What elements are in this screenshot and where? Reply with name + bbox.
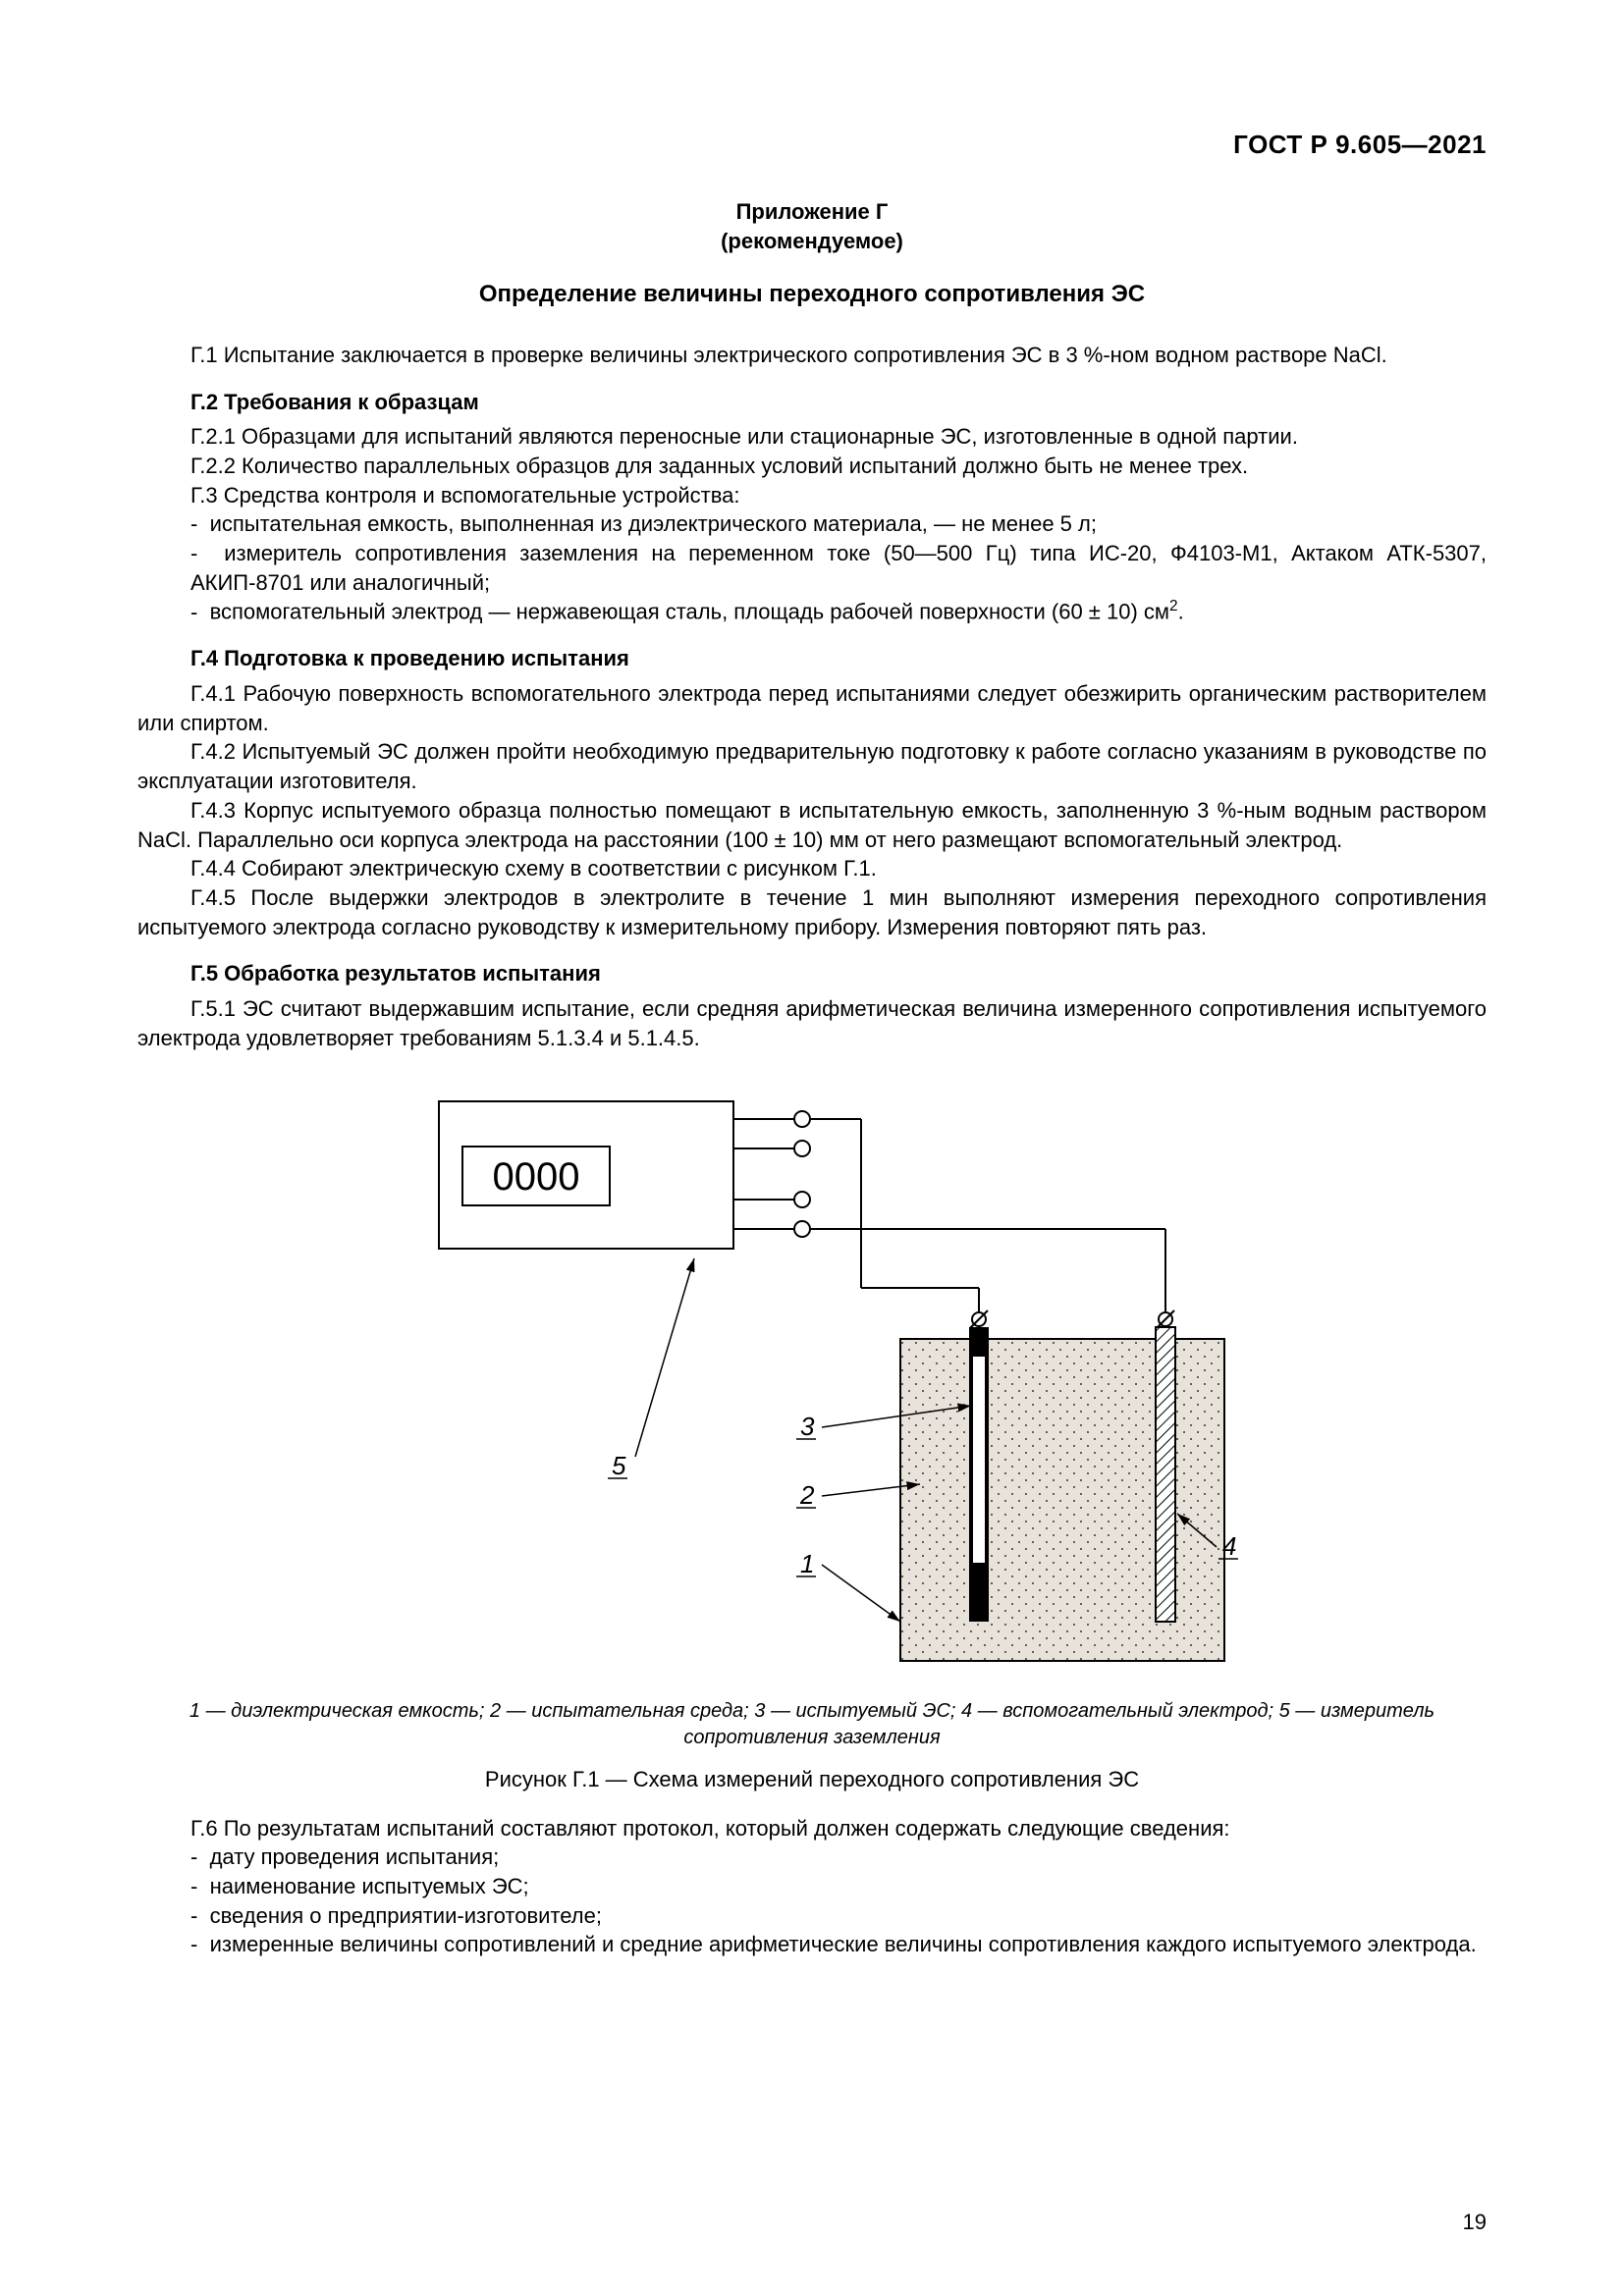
para-g4-1: Г.4.1 Рабочую поверхность вспомогательно… [137, 679, 1487, 737]
figure-diagram-svg: 0000 5 3 2 1 4 [370, 1072, 1254, 1681]
figure-caption: Рисунок Г.1 — Схема измерений переходног… [137, 1765, 1487, 1794]
g6-item-2: наименование испытуемых ЭС; [137, 1872, 1487, 1901]
doc-code: ГОСТ Р 9.605—2021 [137, 128, 1487, 162]
head-g2: Г.2 Требования к образцам [137, 388, 1487, 417]
para-g4-4: Г.4.4 Собирают электрическую схему в соо… [137, 854, 1487, 883]
g3-list: испытательная емкость, выполненная из ди… [137, 509, 1487, 626]
head-g5: Г.5 Обработка результатов испытания [137, 959, 1487, 988]
para-g4-3: Г.4.3 Корпус испытуемого образца полност… [137, 796, 1487, 854]
page-number: 19 [1463, 2208, 1487, 2237]
g6-list: дату проведения испытания; наименование … [137, 1842, 1487, 1959]
para-g5-1: Г.5.1 ЭС считают выдержавшим испытание, … [137, 994, 1487, 1052]
para-g6-lead: Г.6 По результатам испытаний составляют … [137, 1814, 1487, 1843]
g6-item-4: измеренные величины сопротивлений и сред… [137, 1930, 1487, 1959]
para-g1: Г.1 Испытание заключается в проверке вел… [137, 341, 1487, 370]
g3-item-3: вспомогательный электрод — нержавеющая с… [137, 597, 1487, 626]
figure-legend: 1 — диэлектрическая емкость; 2 — испытат… [137, 1698, 1487, 1751]
figure-g1: 0000 5 3 2 1 4 [370, 1072, 1254, 1688]
g6-item-1: дату проведения испытания; [137, 1842, 1487, 1872]
para-g4-2: Г.4.2 Испытуемый ЭС должен пройти необхо… [137, 737, 1487, 795]
appendix-title: Определение величины переходного сопроти… [137, 279, 1487, 310]
g3-item-2: измеритель сопротивления заземления на п… [137, 539, 1487, 597]
g6-item-3: сведения о предприятии-изготовителе; [137, 1901, 1487, 1931]
g3-item-1: испытательная емкость, выполненная из ди… [137, 509, 1487, 539]
para-g2-1: Г.2.1 Образцами для испытаний являются п… [137, 422, 1487, 452]
appendix-note: (рекомендуемое) [137, 227, 1487, 256]
svg-text:4: 4 [1222, 1531, 1236, 1561]
head-g4: Г.4 Подготовка к проведению испытания [137, 644, 1487, 673]
svg-text:2: 2 [799, 1480, 815, 1510]
appendix-label: Приложение Г [137, 197, 1487, 227]
svg-text:0000: 0000 [493, 1155, 580, 1199]
svg-text:5: 5 [612, 1451, 626, 1480]
svg-text:1: 1 [800, 1549, 814, 1578]
para-g4-5: Г.4.5 После выдержки электродов в электр… [137, 883, 1487, 941]
para-g2-2: Г.2.2 Количество параллельных образцов д… [137, 452, 1487, 481]
para-g3-lead: Г.3 Средства контроля и вспомогательные … [137, 481, 1487, 510]
svg-text:3: 3 [800, 1412, 815, 1441]
